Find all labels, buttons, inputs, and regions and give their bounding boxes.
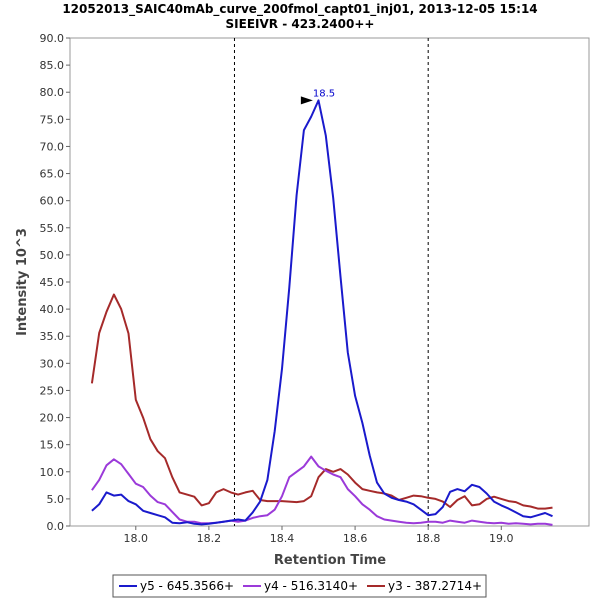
legend-label: y5 - 645.3566+: [140, 579, 234, 593]
series-line: [90, 293, 553, 510]
plot-area: [69, 37, 590, 527]
y-tick-label: 55.0: [40, 222, 65, 235]
y-tick-label: 75.0: [40, 113, 65, 126]
legend-label: y3 - 387.2714+: [388, 579, 482, 593]
legend-label: y4 - 516.3140+: [264, 579, 358, 593]
x-tick-label: 18.0: [124, 532, 149, 545]
y-tick-label: 85.0: [40, 59, 65, 72]
series-line: [91, 99, 553, 526]
x-tick-label: 18.8: [416, 532, 441, 545]
y-tick-label: 30.0: [40, 357, 65, 370]
y-tick-label: 15.0: [40, 439, 65, 452]
x-axis: 18.0 18.2 18.4 18.6 18.8 19.0: [124, 526, 514, 545]
y-tick-label: 40.0: [40, 303, 65, 316]
legend: y5 - 645.3566+ y4 - 516.3140+ y3 - 387.271…: [112, 574, 487, 598]
series-line: [91, 455, 553, 526]
legend-box: [112, 574, 487, 598]
y-tick-label: 60.0: [40, 195, 65, 208]
x-axis-label: Retention Time: [274, 553, 386, 568]
y-axis: 0.0 5.0 10.0 15.0 20.0 25.0 30.0 35.0 40.0 45.0 50…: [40, 32, 70, 533]
chart-title: 12052013_SAIC40mAb_curve_200fmol_capt01_…: [62, 2, 537, 17]
y-tick-label: 35.0: [40, 330, 65, 343]
y-tick-label: 90.0: [40, 32, 65, 45]
peak-arrow-icon: [300, 96, 313, 105]
y-tick-label: 0.0: [47, 520, 65, 533]
x-tick-label: 18.6: [343, 532, 368, 545]
y-tick-label: 65.0: [40, 168, 65, 181]
y-tick-label: 10.0: [40, 466, 65, 479]
y-tick-label: 20.0: [40, 412, 65, 425]
peak-annotation: 18.5: [300, 88, 335, 105]
x-tick-label: 18.4: [270, 532, 295, 545]
y-tick-label: 45.0: [40, 276, 65, 289]
y-axis-label: Intensity 10^3: [15, 228, 30, 336]
y-tick-label: 70.0: [40, 140, 65, 153]
peak-label: 18.5: [313, 88, 335, 99]
x-tick-label: 18.2: [197, 532, 222, 545]
chart-subtitle: SIEEIVR - 423.2400++: [226, 17, 375, 31]
y-tick-label: 25.0: [40, 384, 65, 397]
x-tick-label: 19.0: [489, 532, 514, 545]
y-tick-label: 5.0: [47, 493, 65, 506]
y-tick-label: 80.0: [40, 86, 65, 99]
series-layer: [90, 99, 553, 526]
y-tick-label: 50.0: [40, 249, 65, 262]
